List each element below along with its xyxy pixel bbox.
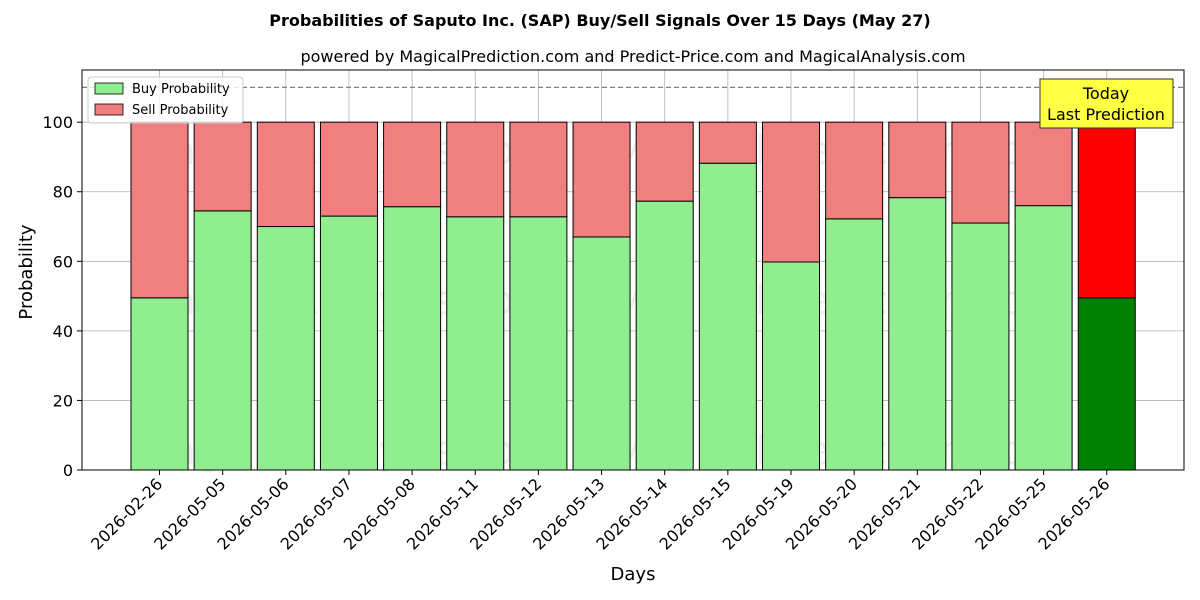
bar-sell: [825, 121, 884, 220]
legend-label-sell: Sell Probability: [132, 103, 229, 118]
bar-buy: [635, 200, 694, 471]
plot-frame: [81, 69, 1185, 471]
bar-buy: [446, 216, 505, 471]
y-tick-label: 60: [53, 252, 73, 271]
bar-buy: [383, 206, 442, 471]
legend-label-buy: Buy Probability: [132, 82, 230, 97]
y-tick-label: 0: [63, 461, 73, 480]
bar-buy: [888, 197, 947, 471]
bar-buy: [193, 210, 252, 471]
bar-buy: [572, 236, 631, 471]
bar-sell: [383, 121, 442, 208]
bar-buy: [509, 216, 568, 471]
annotation-line-1: Today: [1082, 84, 1129, 103]
bar-buy: [256, 226, 315, 471]
bar-buy: [951, 222, 1010, 471]
y-tick-label: 40: [53, 322, 73, 341]
bar-sell: [509, 121, 568, 218]
bar-sell: [951, 121, 1010, 224]
y-tick-label: 80: [53, 183, 73, 202]
bar-sell: [888, 121, 947, 199]
y-axis-ticks: 0 20 40 60 80 100: [42, 113, 82, 480]
x-axis-ticks: 2026-02-262026-05-052026-05-062026-05-07…: [87, 470, 1114, 554]
y-tick-label: 100: [42, 113, 73, 132]
bar-sell: [193, 121, 252, 212]
legend: Buy Probability Sell Probability: [87, 76, 244, 124]
bar-buy: [1077, 297, 1136, 471]
bar-sell: [572, 121, 631, 238]
bar-sell: [635, 121, 694, 202]
today-annotation: Today Last Prediction: [1039, 78, 1174, 129]
bar-sell: [446, 121, 505, 218]
chart-title: Probabilities of Saputo Inc. (SAP) Buy/S…: [269, 11, 930, 30]
bar-buy: [130, 297, 189, 471]
legend-swatch-sell: [94, 103, 124, 116]
bar-sell: [130, 121, 189, 299]
annotation-box: [1039, 78, 1174, 129]
y-tick-label: 20: [53, 391, 73, 410]
y-axis-label: Probability: [16, 224, 37, 319]
bar-sell: [698, 121, 757, 164]
bars: [130, 121, 1136, 471]
bar-buy: [698, 162, 757, 471]
bar-buy: [825, 218, 884, 471]
bar-buy: [1014, 205, 1073, 471]
legend-box: [87, 76, 244, 124]
bar-sell: [319, 121, 378, 217]
chart-subtitle: powered by MagicalPrediction.com and Pre…: [300, 47, 965, 66]
bar-buy: [319, 215, 378, 471]
bar-buy: [762, 261, 820, 471]
annotation-line-2: Last Prediction: [1047, 105, 1165, 124]
bar-sell: [1077, 121, 1136, 299]
bar-sell: [1014, 121, 1073, 207]
bar-sell: [762, 121, 820, 263]
bar-sell: [256, 121, 315, 228]
x-axis-label: Days: [611, 564, 656, 585]
legend-swatch-buy: [94, 82, 124, 95]
